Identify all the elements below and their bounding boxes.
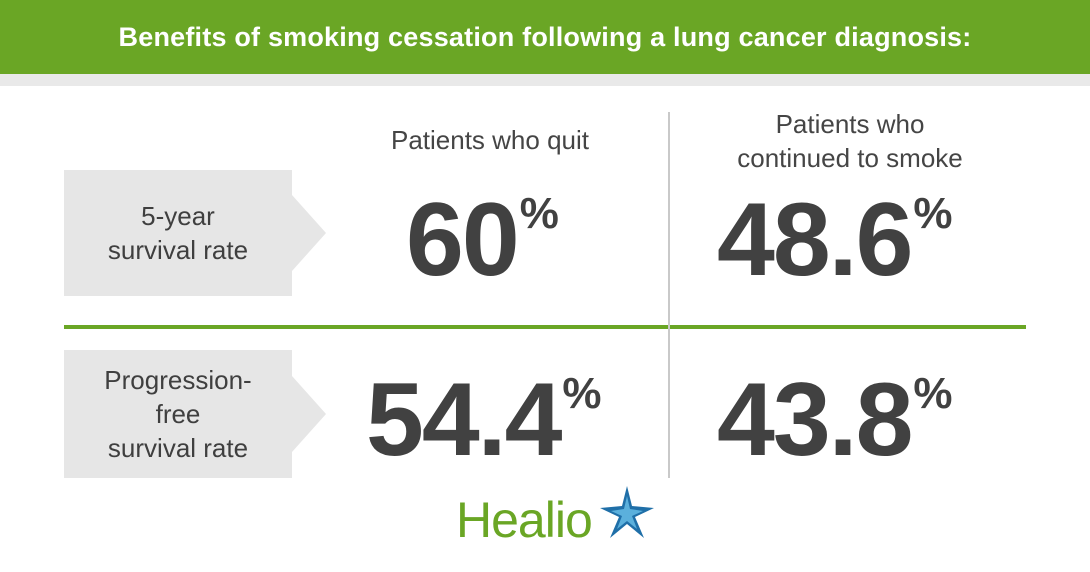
stat-value: 48.6	[717, 182, 913, 298]
percent-sign: %	[519, 189, 559, 238]
column-header-quit: Patients who quit	[390, 125, 589, 155]
percent-sign: %	[562, 369, 602, 418]
column-header-continued: Patients who continued to smoke	[737, 109, 963, 173]
stat-five-year-quit: 60 %	[406, 188, 559, 292]
column-divider	[668, 112, 670, 478]
stat-value: 60	[406, 182, 520, 298]
title-banner: Benefits of smoking cessation following …	[0, 0, 1090, 74]
arrow-pointer	[292, 195, 326, 271]
healio-logo: Healio	[456, 484, 666, 554]
row-label-text: 5-year survival rate	[107, 201, 249, 265]
logo-text: Healio	[456, 492, 593, 548]
stat-value: 43.8	[717, 362, 913, 478]
page-title: Benefits of smoking cessation following …	[118, 21, 972, 52]
percent-sign: %	[913, 369, 953, 418]
stat-progression-free-quit: 54.4 %	[366, 368, 602, 472]
row-divider	[64, 325, 1026, 329]
star-icon	[600, 486, 654, 538]
stat-progression-free-continued: 43.8 %	[717, 368, 953, 472]
row-label-progression-free-survival: Progression- free survival rate	[64, 350, 326, 478]
row-label-text: Progression- free survival rate	[104, 365, 252, 463]
percent-sign: %	[913, 189, 953, 238]
stat-value: 54.4	[366, 362, 562, 478]
row-label-five-year-survival: 5-year survival rate	[64, 170, 326, 296]
banner-rule	[0, 74, 1090, 86]
stat-five-year-continued: 48.6 %	[717, 188, 953, 292]
arrow-pointer	[292, 376, 326, 452]
